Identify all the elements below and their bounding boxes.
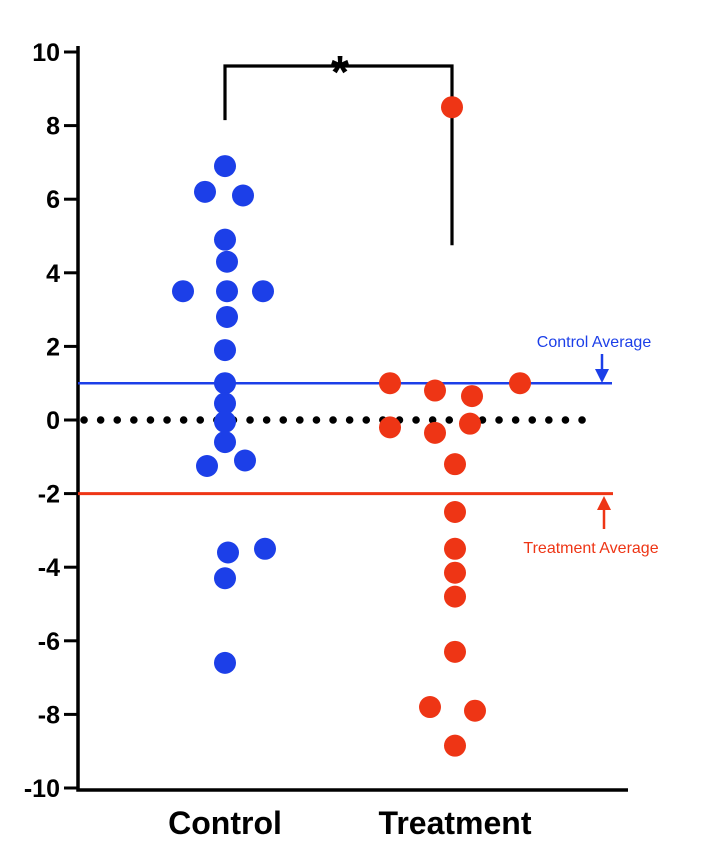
y-tick-label: 2 (46, 333, 60, 361)
control-data-point (214, 392, 236, 415)
control-data-point (216, 280, 238, 303)
control-data-point (214, 228, 236, 251)
control-data-point (214, 410, 236, 433)
y-tick-label: 0 (46, 407, 60, 435)
treatment-data-point (444, 640, 466, 663)
treatment-data-point (444, 501, 466, 523)
y-tick-label: 10 (32, 39, 60, 67)
control-average-label: Control Average (537, 334, 652, 351)
y-tick-label: -6 (38, 628, 60, 656)
control-data-point (214, 567, 236, 590)
treatment-data-point (379, 416, 401, 439)
control-data-point (232, 184, 254, 207)
control-data-point (216, 250, 238, 273)
treatment-data-point (509, 372, 531, 395)
control-data-point (196, 455, 218, 477)
treatment-data-point (424, 379, 446, 402)
x-axis-label-treatment: Treatment (379, 805, 532, 841)
treatment-data-point (444, 585, 466, 608)
treatment-average-label: Treatment Average (523, 540, 658, 557)
treatment-average-arrowhead-icon (597, 496, 611, 510)
x-axis-label-control: Control (168, 805, 282, 841)
treatment-data-point (379, 372, 401, 395)
control-data-point (194, 180, 216, 203)
treatment-data-point (464, 699, 486, 722)
control-data-point (214, 155, 236, 178)
y-tick-label: -8 (38, 701, 60, 729)
control-data-point (214, 431, 236, 454)
control-data-point (172, 280, 194, 303)
treatment-data-point (444, 734, 466, 757)
control-average-arrowhead-icon (595, 369, 609, 383)
treatment-data-point (461, 385, 483, 408)
treatment-data-point (444, 537, 466, 560)
significance-bracket (223, 64, 454, 246)
treatment-data-point (444, 561, 466, 584)
treatment-data-point (441, 96, 463, 119)
control-data-point (254, 537, 276, 560)
control-data-point (234, 449, 256, 472)
control-data-point (252, 280, 274, 303)
control-data-point (214, 372, 236, 395)
axes (76, 46, 628, 792)
control-data-point (214, 651, 236, 674)
treatment-data-point (424, 421, 446, 444)
y-tick-label: -10 (24, 775, 60, 803)
y-tick-label: 6 (46, 186, 60, 214)
significance-asterisk: * (331, 46, 349, 98)
control-data-point (216, 305, 238, 328)
treatment-data-point (419, 696, 441, 719)
control-data-point (214, 339, 236, 362)
y-tick-label: -4 (38, 554, 60, 582)
y-tick-label: 4 (46, 260, 60, 288)
control-data-point (217, 541, 239, 564)
y-tick-label: 8 (46, 113, 60, 141)
treatment-data-point (459, 412, 481, 435)
y-tick-label: -2 (38, 481, 60, 509)
treatment-data-point (444, 453, 466, 476)
